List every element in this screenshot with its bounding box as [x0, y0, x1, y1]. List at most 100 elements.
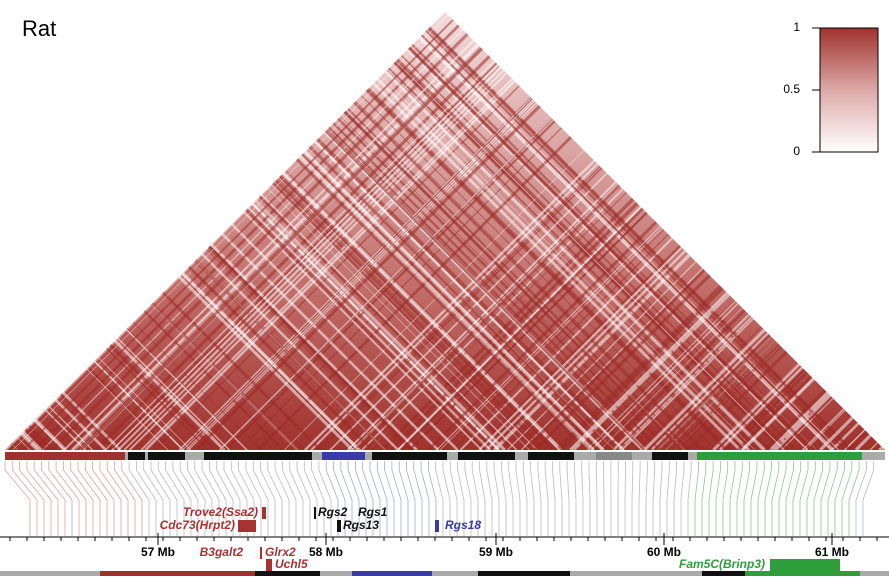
map-line	[420, 461, 430, 536]
map-line	[435, 461, 444, 536]
track-segment	[128, 452, 145, 460]
heatmap-stripe	[63, 12, 505, 450]
map-line	[588, 461, 591, 536]
track-segment	[372, 452, 447, 460]
heatmap-stripe	[144, 12, 587, 450]
map-line	[799, 461, 809, 536]
map-line	[559, 461, 563, 536]
map-line	[172, 461, 192, 536]
track-segment	[204, 452, 312, 460]
map-line	[659, 461, 663, 536]
heatmap-stripe	[390, 12, 832, 450]
map-line	[652, 461, 656, 536]
map-line	[165, 461, 185, 536]
map-line	[820, 461, 831, 536]
map-line	[252, 461, 269, 536]
heatmap-stripe	[722, 12, 885, 450]
legend-tick-label: 0	[793, 144, 800, 158]
heatmap-stripe	[94, 12, 537, 450]
map-line	[274, 461, 290, 536]
heatmap-stripe	[33, 12, 476, 450]
map-line	[673, 461, 677, 536]
map-line	[230, 461, 248, 536]
heatmap-stripe	[5, 12, 55, 450]
gene-label: Rgs2	[318, 505, 348, 519]
heatmap-stripe	[299, 12, 742, 450]
heatmap-stripe	[376, 12, 819, 450]
map-line	[827, 461, 838, 536]
map-line	[289, 461, 304, 536]
map-line	[508, 461, 514, 536]
heatmap-stripe	[112, 12, 553, 450]
heatmap-stripe	[711, 12, 885, 450]
heatmap-stripe	[5, 12, 192, 450]
map-line	[750, 461, 758, 536]
map-line	[106, 461, 129, 536]
heatmap-stripe	[677, 12, 885, 450]
heatmap-stripe	[5, 12, 48, 450]
map-line	[77, 461, 101, 536]
track-segment	[5, 452, 125, 460]
heatmap-stripe	[5, 12, 226, 450]
axis-tick-label: 58 Mb	[309, 545, 343, 559]
map-line	[347, 461, 360, 536]
map-line	[33, 461, 59, 536]
map-line	[114, 461, 136, 536]
heatmap-stripe	[5, 12, 19, 450]
map-line	[311, 461, 325, 536]
heatmap-stripe	[140, 12, 582, 450]
map-line	[128, 461, 150, 536]
track-segment	[528, 452, 574, 460]
track-segment	[596, 452, 632, 460]
map-line	[581, 461, 584, 536]
gene-box	[435, 520, 439, 532]
bottom-segment	[745, 571, 860, 576]
map-line	[179, 461, 199, 536]
heatmap-stripe	[5, 12, 169, 450]
map-line	[645, 461, 648, 536]
heatmap-stripe	[314, 12, 756, 450]
gene-box	[262, 507, 266, 519]
map-line	[631, 461, 634, 536]
map-line	[722, 461, 729, 536]
heatmap-stripe	[5, 12, 46, 450]
gene-label: Glrx2	[265, 545, 296, 559]
heatmap-stripe	[5, 12, 43, 450]
heatmap-stripe	[22, 12, 464, 450]
heatmap-stripe	[109, 12, 551, 450]
title: Rat	[22, 16, 56, 41]
bottom-segment	[702, 571, 760, 576]
map-line	[537, 461, 542, 536]
map-line	[701, 461, 707, 536]
map-line	[406, 461, 416, 536]
map-line	[70, 461, 94, 536]
map-line	[680, 461, 685, 536]
gene-label: Cdc73(Hrpt2)	[160, 518, 235, 532]
gene-label: Rgs13	[343, 518, 379, 532]
map-line	[121, 461, 143, 536]
map-line	[19, 461, 45, 536]
bottom-segment	[478, 571, 570, 576]
map-line	[792, 461, 802, 536]
heatmap-stripe	[128, 12, 571, 450]
map-line	[398, 461, 409, 536]
heatmap-stripe	[408, 12, 851, 450]
map-line	[764, 461, 772, 536]
bottom-segment	[352, 571, 432, 576]
heatmap-stripe	[366, 12, 809, 450]
heatmap-stripe	[687, 12, 885, 450]
legend-scale	[819, 27, 879, 153]
map-line	[296, 461, 311, 536]
map-line	[4, 461, 31, 536]
map-line	[624, 461, 626, 536]
heatmap-stripe	[123, 12, 565, 450]
heatmap-stripe	[878, 12, 885, 450]
map-line	[48, 461, 73, 536]
map-line	[26, 461, 52, 536]
map-line	[806, 461, 816, 536]
heatmap-stripe	[5, 12, 6, 450]
map-line	[471, 461, 479, 536]
map-line	[638, 461, 641, 536]
map-line	[442, 461, 451, 536]
map-line	[464, 461, 472, 536]
